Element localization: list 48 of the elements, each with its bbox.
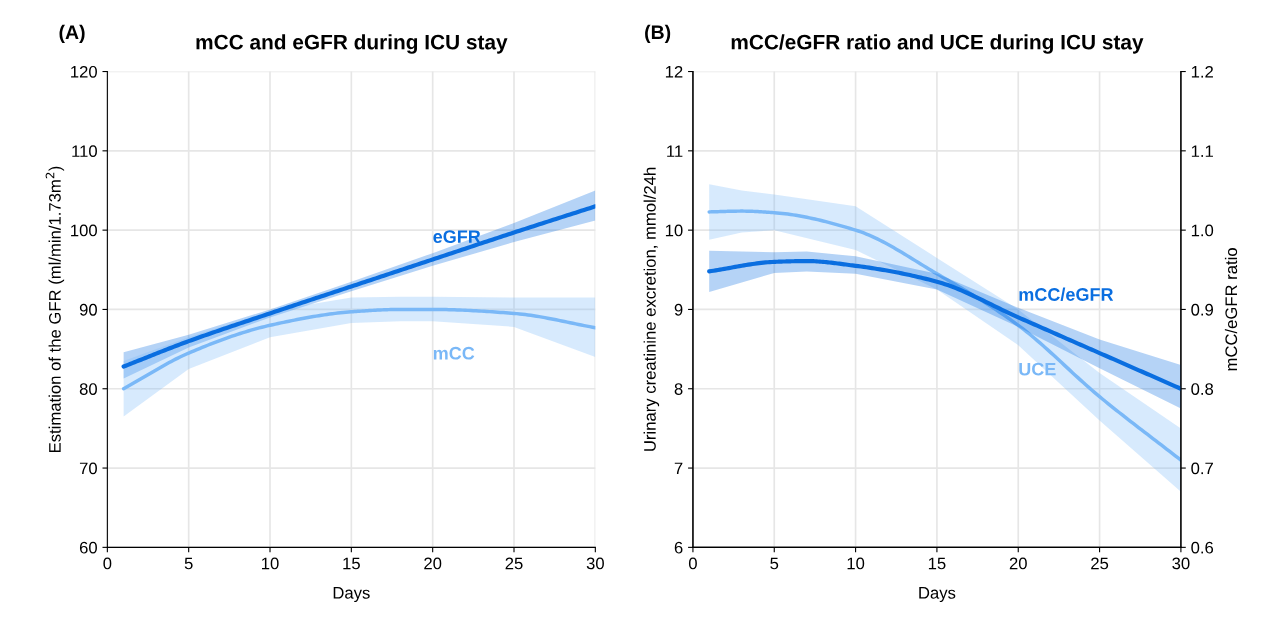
- x-tick-label: 20: [1009, 557, 1027, 570]
- series-label: UCE: [1019, 362, 1056, 376]
- y-axis-title: Urinary creatinine excretion, mmol/24h: [643, 167, 660, 451]
- y-axis-title: Estimation of the GFR (ml/min/1.73m$^{2}$): [45, 166, 65, 452]
- y-tick-label: 7: [674, 462, 683, 475]
- series-label: eGFR: [433, 230, 481, 243]
- y-tick-label: 90: [79, 303, 97, 316]
- series-label: mCC: [433, 346, 475, 360]
- x-tick-label: 20: [424, 557, 442, 570]
- y-tick-label: 9: [674, 303, 683, 316]
- y-tick-label: 6: [674, 541, 683, 554]
- y-tick-label: 70: [79, 462, 97, 475]
- y-tick-label: 8: [674, 383, 683, 395]
- y2-tick-label: 1.1: [1191, 145, 1213, 157]
- text: (B): [645, 24, 671, 43]
- chart-title: mCC/eGFR ratio and UCE during ICU stay: [731, 34, 1144, 54]
- x-tick-label: 0: [103, 557, 112, 570]
- y-tick-label: 80: [79, 383, 97, 395]
- y-tick-label: 60: [79, 541, 97, 554]
- x-tick-label: 5: [184, 557, 193, 570]
- y2-tick-label: 0.9: [1191, 303, 1214, 316]
- chart-title: mCC and eGFR during ICU stay: [196, 34, 508, 54]
- y2-tick-label: 1.2: [1191, 65, 1213, 78]
- x-axis-title: Days: [333, 587, 370, 603]
- y2-tick-label: 1.0: [1191, 224, 1214, 237]
- x-tick-label: 25: [1091, 557, 1109, 570]
- y2-tick-label: 0.8: [1191, 383, 1214, 395]
- y2-axis-title: mCC/eGFR ratio: [1224, 248, 1238, 371]
- x-tick-label: 5: [770, 557, 779, 570]
- x-tick-label: 0: [688, 557, 697, 570]
- y-tick-label: 10: [665, 224, 683, 237]
- series-label: mCC/eGFR: [1019, 287, 1114, 302]
- x-tick-label: 15: [928, 557, 946, 570]
- y-tick-label: 120: [71, 65, 97, 78]
- text: (A): [59, 24, 85, 43]
- y-tick-label: 11: [667, 145, 683, 157]
- x-tick-label: 10: [847, 557, 865, 570]
- x-axis-title: Days: [919, 587, 956, 603]
- x-tick-label: 30: [1172, 557, 1190, 570]
- x-tick-label: 25: [505, 557, 523, 570]
- y-tick-label: 12: [665, 65, 683, 78]
- y2-tick-label: 0.7: [1191, 462, 1213, 475]
- y-tick-label: 110: [72, 145, 97, 158]
- x-tick-label: 10: [262, 557, 279, 570]
- x-tick-label: 30: [586, 557, 604, 570]
- x-tick-label: 15: [343, 557, 360, 570]
- y2-tick-label: 0.6: [1191, 541, 1214, 554]
- y-tick-label: 100: [71, 224, 97, 237]
